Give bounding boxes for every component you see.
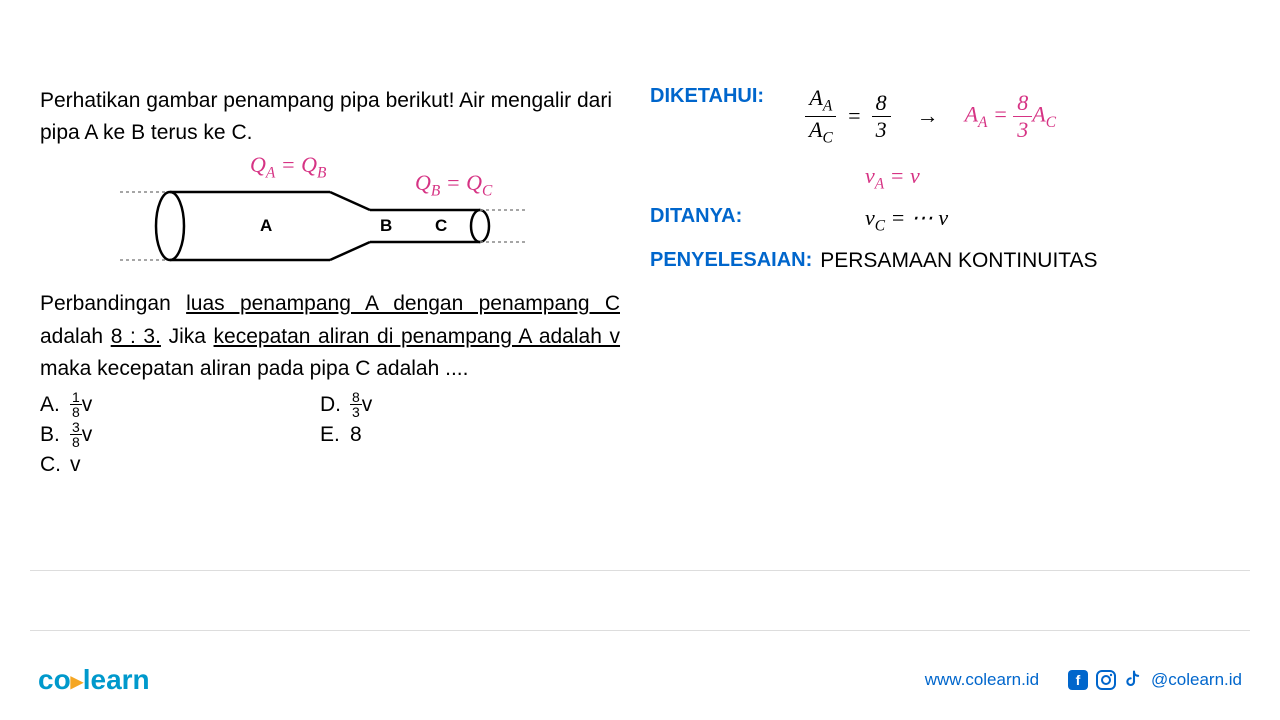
social-icons: f @colearn.id (1067, 669, 1242, 691)
facebook-icon: f (1067, 669, 1089, 691)
question-text: Perbandingan luas penampang A dengan pen… (40, 288, 620, 386)
footer: co▸learn www.colearn.id f @colearn.id (0, 640, 1280, 720)
social-handle: @colearn.id (1151, 670, 1242, 690)
option-d: D. 83 v (320, 390, 600, 420)
penyelesaian-text: PERSAMAAN KONTINUITAS (820, 249, 1097, 273)
pipe-svg: A B C (120, 186, 540, 276)
intro-text: Perhatikan gambar penampang pipa berikut… (40, 85, 620, 148)
penyelesaian-row: PENYELESAIAN: PERSAMAAN KONTINUITAS (650, 249, 1220, 273)
va-row: vA = v (650, 163, 1220, 193)
pipe-diagram: QA = QB QB = QC A B C (120, 158, 620, 278)
tiktok-icon (1123, 669, 1145, 691)
ditanya-label: DITANYA: (650, 205, 805, 228)
divider-bottom (30, 630, 1250, 631)
problem-column: Perhatikan gambar penampang pipa berikut… (40, 85, 640, 480)
label-c: C (435, 216, 447, 235)
logo: co▸learn (38, 664, 150, 696)
label-a: A (260, 216, 272, 235)
ditanya-row: DITANYA: vC = ⋯ v (650, 205, 1220, 235)
divider-top (30, 570, 1250, 571)
label-b: B (380, 216, 392, 235)
option-c: C. v (40, 450, 320, 480)
logo-dot-icon: ▸ (71, 668, 83, 695)
diketahui-label: DIKETAHUI: (650, 85, 805, 108)
footer-url: www.colearn.id (925, 670, 1039, 690)
option-b: B. 38 v (40, 420, 320, 450)
diketahui-row: DIKETAHUI: AA AC = 8 3 → AA = 83AC (650, 85, 1220, 148)
solution-column: DIKETAHUI: AA AC = 8 3 → AA = 83AC (640, 85, 1220, 480)
penyelesaian-label: PENYELESAIAN: (650, 249, 812, 272)
instagram-icon (1095, 669, 1117, 691)
option-e: E. 8 (320, 420, 600, 450)
svg-text:f: f (1076, 672, 1081, 688)
eq-qa-qb: QA = QB (250, 152, 326, 182)
option-a: A. 18 v (40, 390, 320, 420)
options: A. 18 v B. 38 v C. v D. 83 v (40, 390, 620, 480)
